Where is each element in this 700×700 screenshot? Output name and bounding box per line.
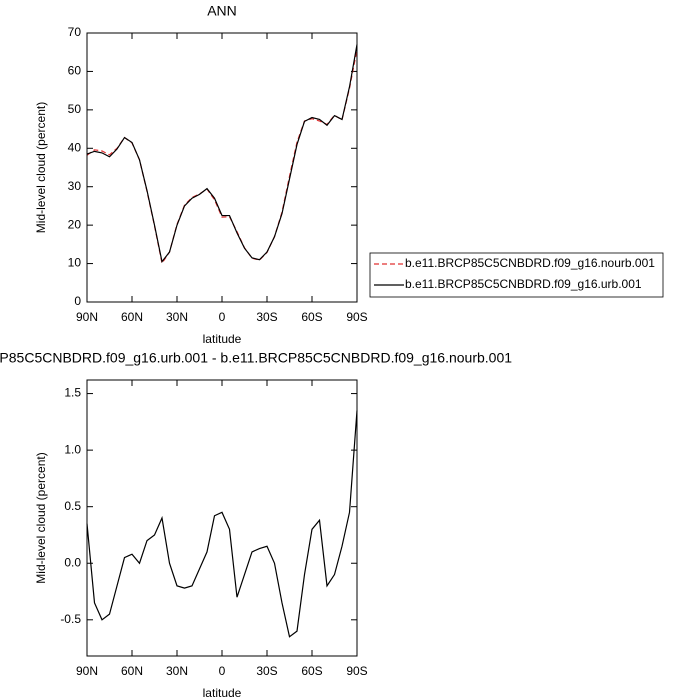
x-tick-label: 90S — [346, 664, 367, 678]
y-axis-label: Mid-level cloud (percent) — [34, 102, 48, 233]
y-tick-label: 0.0 — [64, 555, 81, 569]
y-tick-label: 20 — [68, 217, 82, 231]
x-tick-label: 30N — [166, 310, 188, 324]
y-tick-label: 50 — [68, 102, 82, 116]
y-tick-label: 40 — [68, 140, 82, 154]
x-tick-label: 30S — [256, 310, 277, 324]
y-axis-label: Mid-level cloud (percent) — [34, 452, 48, 583]
y-tick-label: 10 — [68, 256, 82, 270]
x-tick-label: 90N — [76, 664, 98, 678]
y-tick-label: 0.5 — [64, 499, 81, 513]
y-tick-label: 60 — [68, 64, 82, 78]
y-tick-label: 70 — [68, 25, 82, 39]
legend-label: b.e11.BRCP85C5CNBDRD.f09_g16.nourb.001 — [405, 256, 655, 270]
y-tick-label: 1.5 — [64, 386, 81, 400]
x-tick-label: 60S — [301, 664, 322, 678]
series-line — [86, 410, 358, 638]
y-tick-label: 0 — [74, 294, 81, 308]
x-tick-label: 30S — [256, 664, 277, 678]
x-axis-label: latitude — [203, 686, 242, 700]
chart-title: b.e11.BRCP85C5CNBDRD.f09_g16.urb.001 - b… — [0, 350, 512, 366]
x-tick-label: 0 — [219, 664, 226, 678]
x-tick-label: 60S — [301, 310, 322, 324]
chart-title: ANN — [207, 3, 237, 19]
series-line — [86, 44, 358, 264]
x-tick-label: 60N — [121, 664, 143, 678]
x-tick-label: 90N — [76, 310, 98, 324]
plot-frame — [86, 32, 358, 303]
x-axis-label: latitude — [203, 332, 242, 346]
legend-label: b.e11.BRCP85C5CNBDRD.f09_g16.urb.001 — [405, 277, 642, 291]
x-tick-label: 90S — [346, 310, 367, 324]
x-tick-label: 60N — [121, 310, 143, 324]
chart: ANN latitude Mid-level cloud (percent) 0 10 2… — [34, 3, 664, 346]
x-tick-label: 30N — [166, 664, 188, 678]
plot-frame — [86, 379, 358, 657]
legend-box — [369, 252, 664, 298]
series-line — [86, 49, 358, 265]
y-tick-label: -0.5 — [60, 612, 81, 626]
y-tick-label: 30 — [68, 179, 82, 193]
y-tick-label: 1.0 — [64, 442, 81, 456]
x-tick-label: 0 — [219, 310, 226, 324]
chart: b.e11.BRCP85C5CNBDRD.f09_g16.urb.001 - b… — [0, 350, 512, 700]
